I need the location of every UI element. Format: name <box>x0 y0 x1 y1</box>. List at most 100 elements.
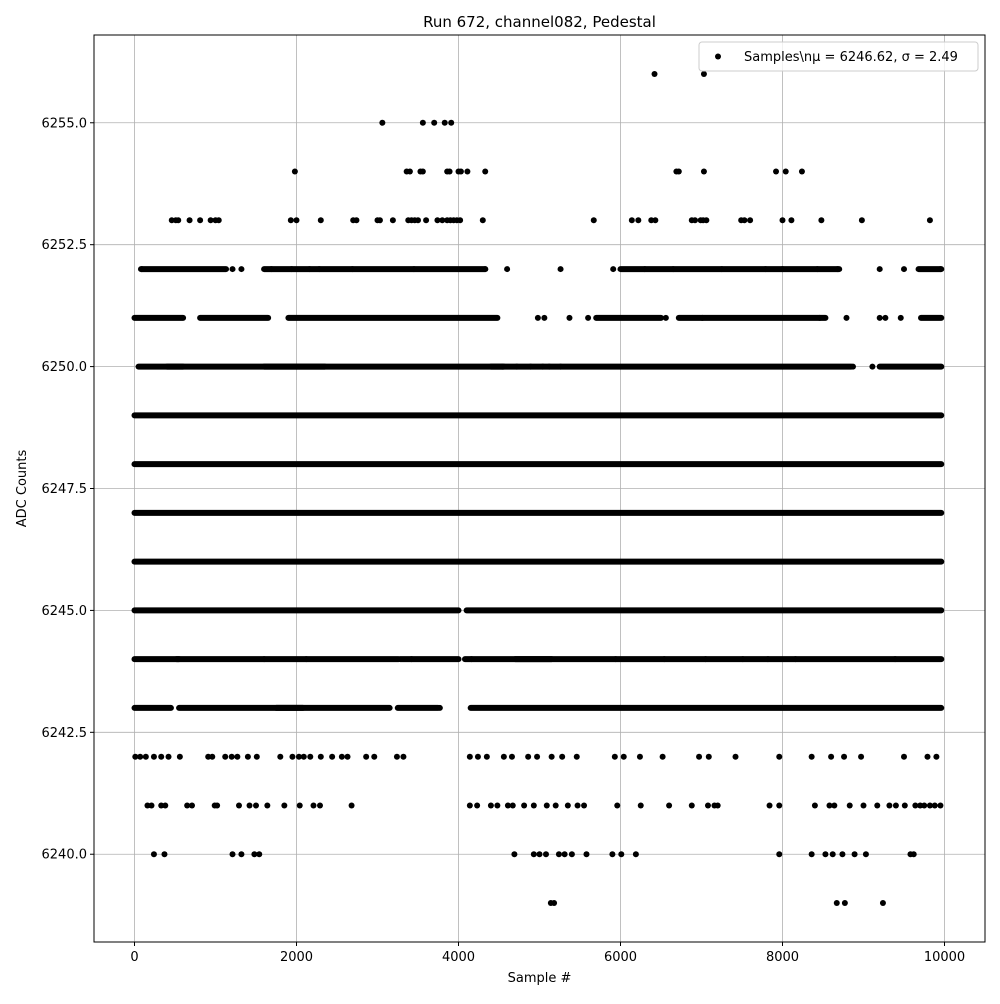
data-point <box>509 802 516 809</box>
data-point <box>186 217 193 224</box>
data-point <box>371 753 378 760</box>
y-tick-label: 6255.0 <box>42 116 88 131</box>
data-point <box>150 851 157 858</box>
data-point <box>585 314 592 321</box>
y-tick-label: 6252.5 <box>42 238 88 253</box>
x-tick-label: 6000 <box>604 950 637 965</box>
data-point <box>937 266 944 273</box>
data-point <box>277 753 284 760</box>
data-point <box>466 802 473 809</box>
data-point <box>415 217 421 224</box>
data-point <box>714 802 721 809</box>
data-point <box>779 266 786 273</box>
data-point <box>808 851 815 858</box>
data-point <box>718 266 725 273</box>
data-point <box>573 753 580 760</box>
data-point <box>457 217 464 224</box>
data-point <box>483 753 490 760</box>
x-tick-label: 0 <box>130 950 138 965</box>
data-point <box>611 753 618 760</box>
data-point <box>833 899 840 906</box>
data-point <box>229 851 236 858</box>
data-point <box>466 753 473 760</box>
data-point <box>703 217 710 224</box>
data-point <box>534 314 541 321</box>
data-point <box>288 266 295 273</box>
legend-label: Samples\nμ = 6246.62, σ = 2.49 <box>744 50 958 65</box>
data-point <box>175 217 182 224</box>
data-point <box>296 802 303 809</box>
data-point <box>431 119 438 126</box>
data-point <box>551 899 558 906</box>
data-point <box>901 266 907 273</box>
data-point <box>846 802 853 809</box>
data-point <box>705 753 712 760</box>
data-point <box>246 802 253 809</box>
data-point <box>931 802 938 809</box>
data-point <box>293 217 300 224</box>
data-point <box>508 753 515 760</box>
data-point <box>214 802 221 809</box>
data-point <box>306 266 313 273</box>
data-point <box>628 217 635 224</box>
data-point <box>379 119 386 126</box>
data-point <box>142 753 149 760</box>
data-point <box>215 217 222 224</box>
data-point <box>289 753 296 760</box>
data-point <box>741 217 748 224</box>
data-point <box>423 217 430 224</box>
data-point <box>228 753 235 760</box>
data-point <box>618 851 625 858</box>
data-point <box>307 753 314 760</box>
data-point <box>732 753 739 760</box>
data-point <box>816 314 823 321</box>
data-point <box>479 217 486 224</box>
data-point <box>158 753 165 760</box>
data-point <box>434 217 441 224</box>
data-point <box>464 168 471 175</box>
data-point <box>229 266 236 273</box>
data-point <box>264 802 271 809</box>
data-point <box>316 802 323 809</box>
data-point <box>256 851 263 858</box>
data-point <box>700 71 707 78</box>
data-point <box>222 753 229 760</box>
data-point <box>632 851 639 858</box>
data-point <box>534 753 541 760</box>
data-point <box>792 656 799 663</box>
data-point <box>702 656 709 663</box>
data-point <box>704 802 711 809</box>
data-point <box>291 168 298 175</box>
data-point <box>474 802 481 809</box>
data-point <box>419 168 426 175</box>
data-point <box>773 168 780 175</box>
y-tick-label: 6240.0 <box>42 848 88 863</box>
y-tick-label: 6242.5 <box>42 726 88 741</box>
data-point <box>834 266 841 273</box>
data-point <box>620 753 627 760</box>
data-point <box>699 314 706 321</box>
data-point <box>363 753 370 760</box>
data-point <box>897 314 904 321</box>
data-point <box>901 802 908 809</box>
x-tick-label: 10000 <box>924 950 965 965</box>
data-point <box>543 802 550 809</box>
data-point <box>561 851 568 858</box>
data-point <box>782 168 789 175</box>
data-point <box>457 168 464 175</box>
data-point <box>826 802 833 809</box>
data-point <box>536 851 543 858</box>
data-point <box>901 753 907 760</box>
data-point <box>132 753 139 760</box>
data-point <box>700 168 707 175</box>
data-point <box>393 753 400 760</box>
data-point <box>811 802 818 809</box>
data-point <box>261 656 268 663</box>
data-point <box>912 802 919 809</box>
data-point <box>747 217 754 224</box>
data-point <box>148 802 155 809</box>
data-point <box>839 851 846 858</box>
data-point <box>762 266 769 273</box>
data-point <box>238 851 245 858</box>
data-point <box>886 802 893 809</box>
